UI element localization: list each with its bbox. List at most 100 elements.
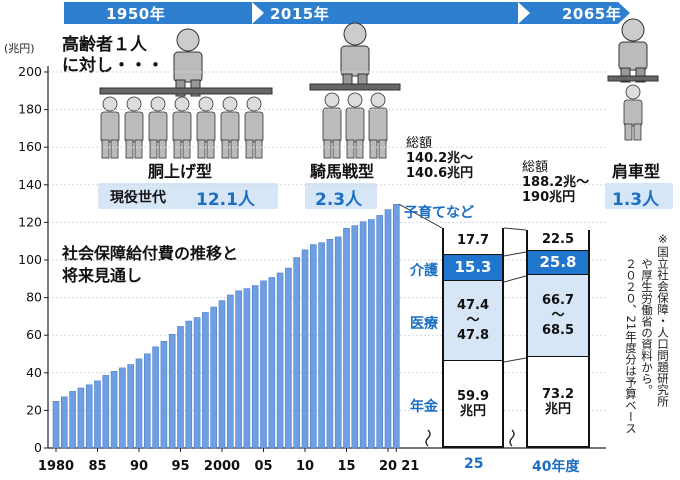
workers-box-2015 <box>305 183 377 209</box>
y-tick-label: 140 <box>18 177 42 192</box>
bar <box>351 225 359 449</box>
connector-line <box>503 357 527 363</box>
bar <box>318 242 325 449</box>
x-tick-label: 90 <box>130 459 148 474</box>
bar <box>293 257 301 449</box>
bar <box>243 288 251 449</box>
stack-category-label: 介護 <box>410 263 438 279</box>
y-tick-label: 180 <box>18 102 42 117</box>
stack-segment-value: 47.4 <box>456 298 490 313</box>
stack-segment-value: 47.8 <box>456 328 490 343</box>
y-tick-label: 160 <box>18 139 42 154</box>
x-tick-label: 10 <box>296 459 314 474</box>
bar <box>376 215 384 449</box>
chart-title-line1: 社会保障給付費の推移と <box>62 244 239 263</box>
stack-segment: 25.8 <box>528 250 588 274</box>
stack-segment: 73.2 兆円 <box>528 356 588 446</box>
type-label-kibasen: 騎馬戦型 <box>310 162 375 181</box>
bar <box>69 391 76 449</box>
x-tick-label: 15 <box>337 459 355 474</box>
stack-segment: 66.7 ～ 68.5 <box>528 274 588 356</box>
bar <box>268 277 276 449</box>
stack-total-line: 総額 <box>406 136 433 151</box>
bar <box>127 364 134 449</box>
bar <box>144 353 151 449</box>
x-tick-label: 21 <box>401 459 419 474</box>
y-tick-label: 0 <box>34 440 42 455</box>
stack-total-line: 140.2兆～ <box>406 151 474 166</box>
bar <box>202 312 209 449</box>
stack-category-label: 医療 <box>410 316 438 332</box>
stack-x-label: 25 <box>464 456 484 472</box>
stack-category-label: 年金 <box>410 399 438 415</box>
stack-segment-value: 15.3 <box>454 258 492 276</box>
y-tick-label: 120 <box>18 214 42 229</box>
y-tick-label: 80 <box>26 290 42 305</box>
connector-line <box>503 251 527 257</box>
stack-category-label: 子育てなど <box>404 205 474 221</box>
era-band <box>64 2 618 24</box>
bar <box>185 320 193 449</box>
x-tick-label: 1980 <box>38 459 74 474</box>
era-separator <box>518 2 530 24</box>
stack-segment-value: 22.5 <box>541 231 575 247</box>
illustration-kibasen <box>309 22 401 159</box>
y-tick-label: 20 <box>26 402 42 417</box>
era-arrow <box>240 2 252 24</box>
bar <box>235 290 242 449</box>
workers-value-2015: 2.3人 <box>315 190 363 210</box>
bar <box>301 249 309 449</box>
stack-segment-value: 66.7 <box>541 293 575 308</box>
stack-segment: 17.7 <box>444 226 502 254</box>
connector-line <box>399 203 443 229</box>
workers-box-1950 <box>98 183 278 209</box>
x-tick-label: 20 <box>379 459 397 474</box>
bar <box>52 401 60 449</box>
bar <box>177 326 184 449</box>
source-note-line3: ２０２０、21年度分は予算ベース <box>624 258 638 434</box>
bar <box>359 221 367 449</box>
bar <box>260 280 267 449</box>
bar <box>160 340 168 449</box>
y-tick-label: 100 <box>18 252 42 267</box>
bar <box>110 370 118 449</box>
bar <box>326 239 334 449</box>
y-axis-unit: (兆円) <box>4 42 35 55</box>
connector-line <box>503 275 527 283</box>
workers-box-2065 <box>605 183 673 209</box>
stack-segment-value: ～ <box>551 308 565 323</box>
era-arrow <box>506 2 518 24</box>
bar <box>193 317 201 449</box>
era-separator <box>252 2 264 24</box>
axis-break <box>509 429 515 447</box>
era-label-2065: 2065年 <box>562 5 622 23</box>
era-label-1950: 1950年 <box>106 5 166 23</box>
stack-segment-value: 73.2 <box>541 386 575 402</box>
stack-segment: 59.9 兆円 <box>444 360 502 446</box>
y-tick-label: 40 <box>26 365 42 380</box>
bar <box>85 384 93 449</box>
chart-title-line2: 将来見通し <box>62 266 143 285</box>
stacked-column-0: 59.9 兆円 47.4 ～ 47.8 15.3 17.7 <box>442 226 504 448</box>
stack-segment-value: 25.8 <box>539 253 577 271</box>
era-arrow <box>618 2 630 24</box>
x-tick-label: 85 <box>88 459 106 474</box>
bar <box>334 236 342 449</box>
stack-total-label: 総額 140.2兆～ 140.6兆円 <box>406 136 473 181</box>
source-note-line2: や厚生労働省の資料から。 <box>640 258 654 396</box>
bar <box>168 333 176 449</box>
connector-line <box>503 227 527 231</box>
type-label-dougeage: 胴上げ型 <box>148 162 213 181</box>
source-note-line1: ※国立社会保障・人口問題研究所 <box>656 232 670 407</box>
elderly-caption-line1: 高齢者１人 <box>62 35 147 55</box>
bar <box>309 244 317 449</box>
bar <box>276 272 284 449</box>
bar <box>384 209 392 449</box>
stack-segment-value: 59.9 <box>456 388 490 404</box>
stack-total-line: 188.2兆～ <box>522 175 590 190</box>
era-label-2015: 2015年 <box>270 5 330 23</box>
stack-total-line: 140.6兆円 <box>406 166 474 181</box>
y-tick-label: 200 <box>18 64 42 79</box>
